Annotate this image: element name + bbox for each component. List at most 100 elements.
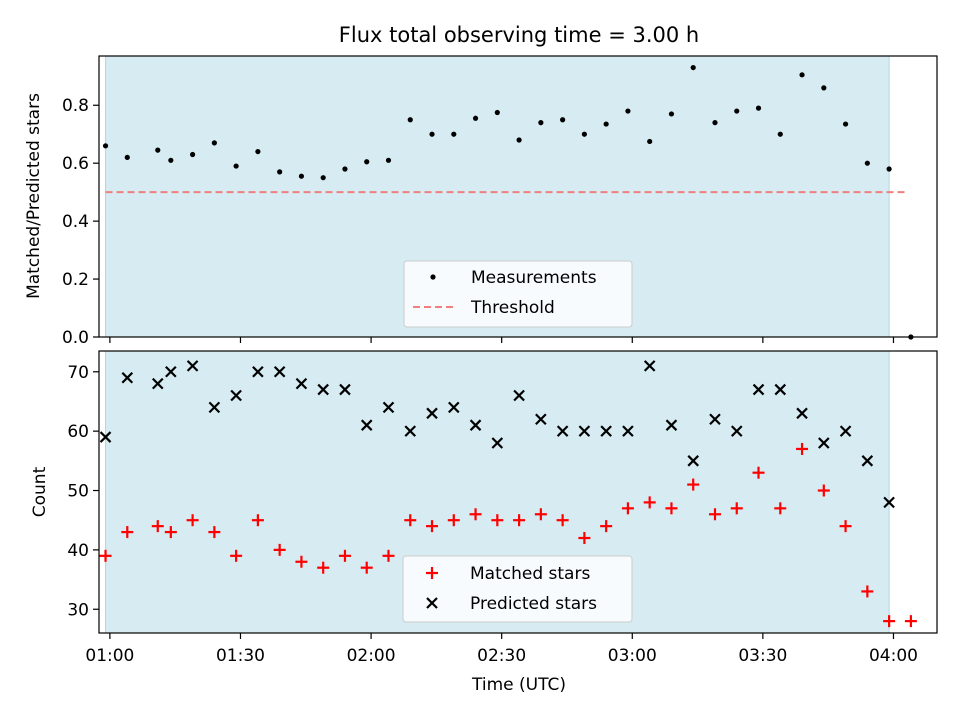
measurement-point	[364, 159, 370, 165]
measurement-point	[799, 72, 805, 78]
measurement-point	[233, 163, 239, 169]
matched-stars-point	[687, 478, 700, 491]
y-tick-label: 0.4	[62, 212, 89, 232]
matched-stars-point	[578, 532, 591, 545]
predicted-stars-point	[273, 366, 286, 378]
y-tick-label: 60	[67, 422, 89, 442]
predicted-stars-point	[426, 407, 438, 420]
measurement-point	[494, 109, 500, 116]
measurement-point	[603, 121, 609, 127]
measurement-point	[690, 64, 696, 71]
predicted-stars-point	[665, 419, 678, 431]
legend-predicted-label: Predicted stars	[470, 594, 597, 614]
measurement-point	[821, 85, 827, 91]
matched-stars-point	[774, 502, 787, 515]
matched-stars-point	[151, 520, 164, 533]
predicted-stars-point	[818, 437, 830, 449]
x-tick-label: 03:30	[738, 646, 787, 666]
predicted-stars-point	[448, 401, 460, 414]
measurement-point	[451, 131, 457, 137]
measurement-point	[712, 120, 718, 126]
matched-stars-point	[251, 514, 264, 527]
legend-threshold-label: Threshold	[470, 298, 555, 318]
predicted-stars-point	[121, 371, 134, 384]
matched-stars-point	[469, 508, 482, 521]
y-tick-label: 30	[67, 600, 89, 620]
legend-matched-label: Matched stars	[470, 564, 590, 584]
predicted-stars-point	[339, 383, 351, 396]
legend-measurements-marker	[430, 274, 436, 280]
matched-stars-point	[338, 549, 351, 562]
predicted-stars-point	[883, 496, 895, 509]
x-tick-label: 01:00	[85, 646, 134, 666]
predicted-stars-point	[839, 425, 852, 437]
measurement-point	[385, 157, 392, 163]
measurement-point	[647, 138, 653, 145]
x-tick-label: 04:00	[869, 646, 918, 666]
matched-stars-point	[556, 514, 569, 527]
matched-stars-point	[295, 555, 308, 568]
ratio-plot-frame	[98, 55, 938, 338]
ratio-panel: 0.00.20.40.60.8 Matched/Predicted stars …	[24, 55, 938, 348]
matched-stars-point	[404, 514, 417, 527]
measurement-point	[516, 137, 522, 143]
matched-stars-point	[317, 561, 330, 574]
measurement-point	[320, 175, 326, 181]
measurement-point	[777, 131, 783, 137]
ratio-y-axis-label: Matched/Predicted stars	[24, 93, 44, 299]
matched-stars-point	[730, 502, 743, 515]
predicted-stars-point	[643, 360, 656, 372]
measurement-point	[277, 169, 283, 175]
matched-stars-point	[447, 514, 460, 527]
y-tick-label: 0.6	[62, 154, 89, 174]
matched-stars-point	[883, 615, 896, 628]
matched-stars-point	[600, 520, 613, 533]
matched-stars-point	[164, 526, 177, 539]
matched-stars-point	[904, 615, 917, 628]
count-plot-frame	[98, 350, 938, 634]
x-tick-label: 03:00	[608, 646, 657, 666]
predicted-stars-point	[687, 455, 699, 467]
measurement-point	[189, 151, 196, 158]
predicted-stars-point	[360, 419, 373, 431]
predicted-stars-point	[622, 425, 634, 437]
predicted-stars-point	[600, 425, 612, 437]
predicted-stars-point	[208, 401, 221, 414]
measurement-point	[168, 157, 174, 163]
matched-stars-point	[99, 549, 112, 562]
predicted-stars-point	[252, 366, 264, 378]
predicted-stars-point	[382, 401, 395, 414]
predicted-stars-point	[230, 389, 242, 402]
matched-stars-point	[534, 508, 547, 521]
y-tick-label: 0.0	[62, 328, 89, 348]
measurement-point	[342, 166, 348, 172]
predicted-stars-point	[165, 366, 177, 378]
measurement-point	[864, 160, 870, 166]
matched-stars-point	[426, 520, 439, 533]
predicted-stars-point	[861, 455, 874, 467]
matched-stars-point	[796, 442, 809, 455]
measurement-point	[581, 131, 587, 137]
measurement-point	[298, 173, 305, 179]
y-tick-label: 0.2	[62, 270, 89, 290]
predicted-stars-point	[469, 419, 482, 431]
matched-stars-point	[643, 496, 656, 509]
count-x-axis-label: Time (UTC)	[471, 675, 566, 695]
matched-stars-point	[186, 514, 199, 527]
predicted-stars-point	[99, 431, 112, 443]
measurement-point	[886, 166, 892, 172]
predicted-stars-point	[578, 425, 591, 437]
measurement-point	[560, 117, 566, 123]
predicted-stars-point	[186, 360, 199, 372]
chart-title: Flux total observing time = 3.00 h	[339, 23, 699, 47]
predicted-stars-point	[556, 425, 569, 437]
legend-measurements-label: Measurements	[471, 268, 597, 288]
measurement-point	[472, 115, 479, 121]
measurement-point	[211, 140, 217, 146]
matched-stars-point	[273, 543, 286, 556]
y-tick-label: 40	[67, 541, 89, 561]
x-tick-label: 02:00	[347, 646, 396, 666]
matched-stars-point	[491, 514, 504, 527]
predicted-stars-point	[317, 383, 329, 396]
